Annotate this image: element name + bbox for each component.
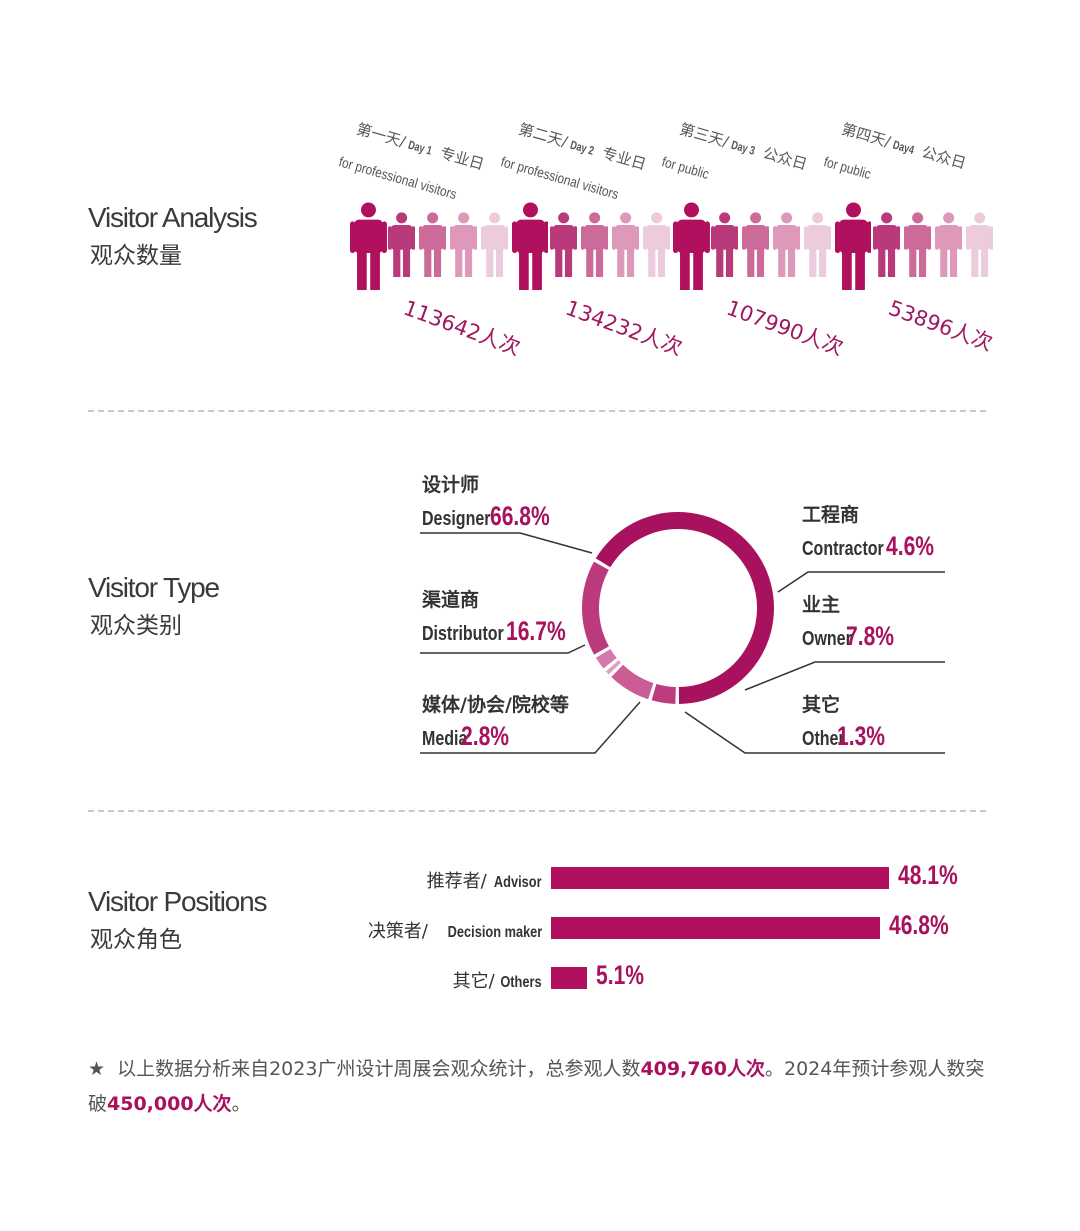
person-icon	[711, 212, 739, 277]
bar-label: 决策者/ Decision maker	[368, 917, 542, 943]
donut-chart	[420, 512, 945, 754]
bar-label-cn: 推荐者/	[426, 871, 487, 892]
category-row: Distributor16.7%	[422, 616, 583, 647]
category-cn: 渠道商	[422, 589, 480, 611]
person-icon	[872, 212, 900, 277]
category-percent: 7.8%	[846, 621, 895, 651]
person-icon	[350, 202, 387, 290]
donut-label-designer: 设计师 Designer66.8%	[422, 470, 566, 532]
category-percent: 16.7%	[506, 616, 566, 646]
donut-slice-distributor	[582, 561, 609, 655]
person-icon	[450, 212, 478, 277]
category-cn: 媒体/协会/院校等	[422, 694, 569, 716]
category-row: Other1.3%	[802, 721, 899, 752]
visitor-type-title: Visitor Type	[88, 572, 220, 603]
visitor-type-subtitle: 观众类别	[90, 613, 182, 639]
person-icon	[965, 212, 993, 277]
category-en: Owner	[802, 628, 852, 650]
divider	[88, 810, 986, 812]
category-en: Other	[802, 728, 845, 750]
bar-label-en: Decision maker	[447, 924, 542, 941]
donut-slice-other	[605, 660, 621, 675]
donut-slice-contractor	[651, 683, 676, 704]
donut-slice-media	[595, 648, 617, 669]
donut-label-other: 其它 Other1.3%	[802, 690, 899, 752]
donut-label-contractor: 工程商 Contractor4.6%	[802, 500, 948, 562]
category-en: Contractor	[802, 538, 884, 560]
donut-slice-owner	[611, 664, 654, 700]
person-icon	[804, 212, 832, 277]
forecast-visitors: 450,000人次	[107, 1093, 232, 1115]
visitor-analysis-title: Visitor Analysis	[88, 202, 258, 233]
category-percent: 66.8%	[489, 501, 550, 531]
leader-line-distributor	[420, 644, 586, 654]
person-icon	[481, 212, 509, 277]
category-cn: 业主	[802, 594, 841, 616]
category-percent: 1.3%	[837, 721, 886, 751]
category-row: Media2.8%	[422, 721, 569, 752]
category-en: Media	[422, 728, 468, 750]
category-row: Designer66.8%	[422, 501, 566, 532]
visitor-positions-title: Visitor Positions	[88, 886, 267, 917]
person-icon	[834, 202, 872, 290]
person-icon	[580, 212, 608, 277]
bar-label-cn: 决策者/	[367, 921, 428, 942]
donut-label-media: 媒体/协会/院校等 Media2.8%	[422, 690, 569, 752]
bar-label-cn: 其它/	[452, 971, 495, 992]
donut-label-owner: 业主 Owner7.8%	[802, 590, 908, 652]
person-icon	[419, 212, 447, 277]
category-percent: 2.8%	[460, 721, 509, 751]
person-icon	[903, 212, 931, 277]
category-en: Designer	[422, 508, 491, 530]
category-row: Owner7.8%	[802, 621, 908, 652]
category-cn: 设计师	[422, 474, 480, 496]
leader-line-other	[684, 711, 945, 754]
person-icon	[773, 212, 801, 277]
category-cn: 其它	[802, 694, 841, 716]
bar	[551, 967, 587, 989]
category-percent: 4.6%	[886, 531, 935, 561]
bar-label: 其它/ Others	[453, 967, 542, 993]
person-icon	[742, 212, 770, 277]
person-icon	[934, 212, 962, 277]
bar	[551, 867, 890, 889]
category-en: Distributor	[422, 623, 504, 645]
footnote: ★ 以上数据分析来自2023广州设计周展会观众统计，总参观人数409,760人次…	[88, 1052, 998, 1122]
star-icon: ★	[88, 1058, 106, 1080]
person-icon	[511, 202, 549, 290]
note-text: 。2024年预计参观人数突破	[88, 1058, 985, 1115]
bar-label-en: Advisor	[494, 874, 542, 891]
leader-line-media	[420, 701, 641, 754]
leader-line-owner	[744, 661, 945, 691]
bar-label: 推荐者/ Advisor	[427, 867, 542, 893]
bar-value: 5.1%	[595, 960, 644, 990]
person-icon	[642, 212, 670, 277]
bar-value: 46.8%	[889, 910, 949, 940]
divider	[88, 410, 986, 412]
note-text: 。	[231, 1093, 251, 1115]
leader-line-contractor	[777, 571, 945, 593]
bar-value: 48.1%	[898, 860, 958, 890]
donut-label-distributor: 渠道商 Distributor16.7%	[422, 585, 583, 647]
leader-line-designer	[420, 532, 593, 554]
person-icon	[611, 212, 639, 277]
category-cn: 工程商	[802, 504, 860, 526]
person-icon	[549, 212, 577, 277]
bar	[551, 917, 880, 939]
visitor-analysis-subtitle: 观众数量	[90, 243, 182, 269]
person-icon	[388, 212, 416, 277]
category-row: Contractor4.6%	[802, 531, 948, 562]
bar-label-en: Others	[500, 974, 542, 991]
person-icon	[673, 202, 710, 290]
visitor-positions-subtitle: 观众角色	[90, 927, 182, 953]
total-visitors: 409,760人次	[640, 1058, 765, 1080]
note-text: 以上数据分析来自2023广州设计周展会观众统计，总参观人数	[117, 1058, 641, 1080]
